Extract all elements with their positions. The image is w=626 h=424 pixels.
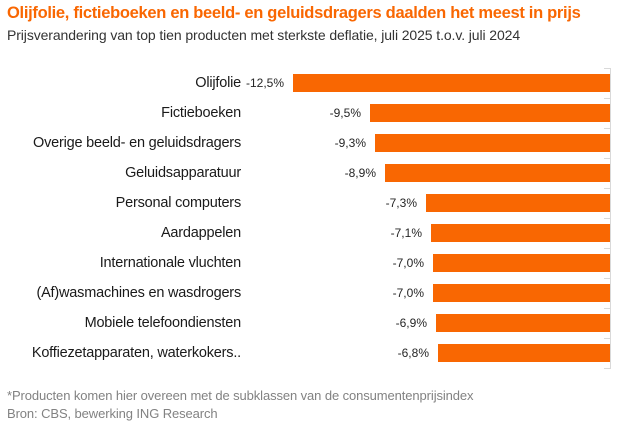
category-label: (Af)wasmachines en wasdrogers: [36, 285, 241, 301]
chart-row: Koffiezetapparaten, waterkokers.. -6,8%: [0, 338, 626, 368]
bar: [293, 74, 611, 92]
bar-track: -7,1%: [241, 218, 611, 248]
bar-track: -6,8%: [241, 338, 611, 368]
bar: [426, 194, 611, 212]
bar: [433, 254, 611, 272]
category-label: Internationale vluchten: [99, 255, 242, 271]
chart-title: Olijfolie, fictieboeken en beeld- en gel…: [7, 4, 581, 22]
category-label: Koffiezetapparaten, waterkokers..: [31, 345, 241, 361]
bar-chart-plot-area: Olijfolie -12,5% Fictieboeken -9,5% Overige …: [0, 68, 626, 369]
axis-tick: [604, 158, 610, 159]
axis-tick: [604, 68, 610, 69]
value-label: -9,5%: [329, 106, 361, 120]
chart-row: Fictieboeken -9,5%: [0, 98, 626, 128]
axis-tick: [604, 98, 610, 99]
category-label: Olijfolie: [195, 75, 241, 91]
chart-row: Internationale vluchten -7,0%: [0, 248, 626, 278]
bar-track: -7,0%: [241, 248, 611, 278]
category-label: Mobiele telefoondiensten: [84, 315, 242, 331]
chart-row: Mobiele telefoondiensten -6,9%: [0, 308, 626, 338]
axis-tick: [604, 278, 610, 279]
chart-row: Olijfolie -12,5%: [0, 68, 626, 98]
chart-subtitle: Prijsverandering van top tien producten …: [7, 27, 521, 43]
value-label: -9,3%: [334, 136, 366, 150]
category-label: Overige beeld- en geluidsdragers: [32, 135, 241, 151]
bar: [375, 134, 611, 152]
category-label: Fictieboeken: [161, 105, 241, 121]
value-label: -6,9%: [395, 316, 427, 330]
bar-track: -7,0%: [241, 278, 611, 308]
value-label: -7,3%: [385, 196, 417, 210]
bar: [370, 104, 611, 122]
value-label: -12,5%: [245, 76, 284, 90]
bar-track: -9,5%: [241, 98, 611, 128]
axis-tick: [604, 218, 610, 219]
value-label: -8,9%: [344, 166, 376, 180]
category-label: Aardappelen: [160, 225, 241, 241]
chart-row: Overige beeld- en geluidsdragers -9,3%: [0, 128, 626, 158]
bar-track: -8,9%: [241, 158, 611, 188]
footnote: *Producten komen hier overeen met de sub…: [7, 388, 474, 403]
bar: [431, 224, 611, 242]
bar-track: -9,3%: [241, 128, 611, 158]
source-credit: Bron: CBS, bewerking ING Research: [7, 405, 218, 421]
chart-row: Geluidsapparatuur -8,9%: [0, 158, 626, 188]
bar: [433, 284, 611, 302]
category-label: Geluidsapparatuur: [125, 165, 241, 181]
bar-track: -12,5%: [241, 68, 611, 98]
axis-tick: [604, 368, 610, 369]
bar: [436, 314, 611, 332]
axis-tick: [604, 338, 610, 339]
category-label: Personal computers: [115, 195, 242, 211]
value-label: -7,1%: [390, 226, 422, 240]
axis-tick: [604, 128, 610, 129]
bar-track: -6,9%: [241, 308, 611, 338]
bar-track: -7,3%: [241, 188, 611, 218]
value-label: -7,0%: [392, 286, 424, 300]
value-label: -6,8%: [397, 346, 429, 360]
value-label: -7,0%: [392, 256, 424, 270]
axis-tick: [604, 248, 610, 249]
chart-row: (Af)wasmachines en wasdrogers -7,0%: [0, 278, 626, 308]
bar: [385, 164, 611, 182]
zero-axis-line: [610, 68, 611, 369]
axis-tick: [604, 188, 610, 189]
chart-row: Aardappelen -7,1%: [0, 218, 626, 248]
chart-footer: *Producten komen hier overeen met de sub…: [7, 387, 621, 422]
axis-tick: [604, 308, 610, 309]
chart-row: Personal computers -7,3%: [0, 188, 626, 218]
bar: [438, 344, 611, 362]
